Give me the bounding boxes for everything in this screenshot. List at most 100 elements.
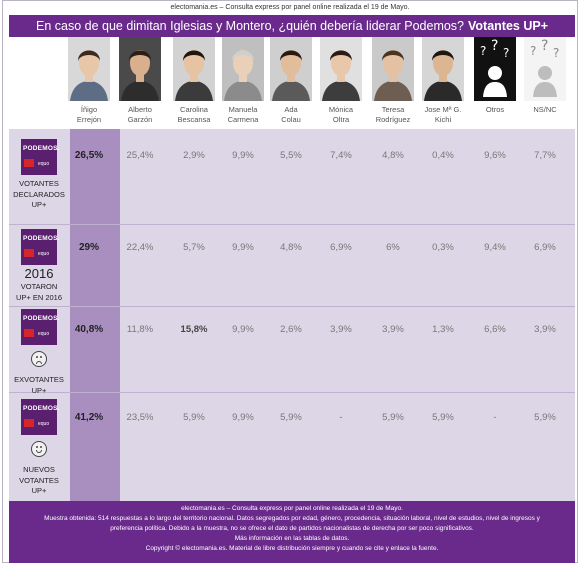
row-label: VOTANTES DECLARADOS UP+: [9, 179, 69, 211]
value-cell: 6,9%: [534, 242, 556, 253]
value-cell: 1,3%: [432, 324, 454, 335]
face-mouth: [36, 450, 42, 453]
row-label: VOTARON UP+ EN 2016: [9, 282, 69, 303]
candidate-name: Alberto Garzón: [105, 105, 175, 125]
value-cell: 4,8%: [280, 242, 302, 253]
podemos-iu-logo: PODEMOS. equo: [21, 229, 59, 265]
candidate-name-line: Mónica: [328, 105, 354, 114]
value-cell: 9,9%: [232, 324, 254, 335]
title-bar: En caso de que dimitan Iglesias y Monter…: [9, 15, 575, 37]
value-cell: 5,7%: [183, 242, 205, 253]
svg-text:?: ?: [553, 46, 559, 60]
row-separator: [9, 224, 575, 225]
candidate-header: Íñigo Errejón Alberto Garzón Carolina Bescans…: [3, 37, 577, 129]
footer-line: Copyright © electomania.es. Material de …: [145, 545, 439, 552]
candidate-name: Teresa Rodríguez: [358, 105, 428, 125]
row-label-line: UP+: [31, 486, 47, 495]
logo-text: PODEMOS.: [23, 405, 60, 412]
value-cell: 2,9%: [183, 150, 205, 161]
candidate-2: Alberto Garzón: [115, 37, 165, 129]
candidate-photo: [320, 37, 362, 101]
candidate-name: Jose Mª G. Kichi: [408, 105, 478, 125]
value-cell: 5,9%: [183, 412, 205, 423]
candidate-8: Jose Mª G. Kichi: [418, 37, 468, 129]
nsnc-mystery-image: ???: [524, 37, 566, 101]
value-cell: 9,9%: [232, 150, 254, 161]
candidate-name-line: Carmena: [227, 115, 259, 124]
value-cell: 11,8%: [126, 324, 154, 335]
table-row: PODEMOS. equo 2016 VOTARON UP+ EN 2016 29% 22,…: [9, 227, 575, 309]
podemos-iu-logo: PODEMOS. equo: [21, 139, 59, 175]
candidate-9: ??? Otros: [470, 37, 520, 129]
svg-text:?: ?: [480, 44, 486, 58]
footer-line: Muestra obtenida: 514 respuestas a lo la…: [44, 515, 540, 522]
row-label-line: UP+: [31, 200, 47, 209]
value-cell: 0,3%: [432, 242, 454, 253]
value-cell: 4,8%: [382, 150, 404, 161]
row-label: NUEVOS VOTANTES UP+: [9, 465, 69, 497]
candidate-name: Manuela Carmena: [208, 105, 278, 125]
value-cell: 7,4%: [330, 150, 352, 161]
candidate-name-line: Ada: [284, 105, 298, 114]
value-cell: 9,6%: [484, 150, 506, 161]
row-separator: [9, 392, 575, 393]
value-cell: 3,9%: [534, 324, 556, 335]
iu-mark-icon: [24, 419, 34, 427]
candidate-name-line: Jose Mª G.: [424, 105, 462, 114]
candidate-name-line: Kichi: [434, 115, 452, 124]
candidate-3: Carolina Bescansa: [169, 37, 219, 129]
candidate-name: Carolina Bescansa: [159, 105, 229, 125]
iu-mark-icon: [24, 159, 34, 167]
row-label-line: VOTANTES: [19, 475, 59, 485]
title-highlight: Votantes UP+: [468, 19, 549, 33]
candidate-name-line: Rodríguez: [375, 115, 411, 124]
candidate-photo: [222, 37, 264, 101]
value-cell: 2,6%: [280, 324, 302, 335]
svg-text:?: ?: [491, 38, 498, 54]
candidate-name: Íñigo Errejón: [54, 105, 124, 125]
value-cell: 41,2%: [74, 412, 104, 423]
candidate-name-line: Oltra: [332, 115, 350, 124]
value-cell: 25,4%: [126, 150, 154, 161]
value-cell: 5,9%: [432, 412, 454, 423]
value-cell: 26,5%: [74, 150, 104, 161]
value-cell: 3,9%: [382, 324, 404, 335]
podemos-iu-logo: PODEMOS. equo: [21, 309, 60, 345]
logo-subtext: equo: [38, 421, 50, 427]
value-cell: 6,9%: [330, 242, 352, 253]
value-cell: 9,9%: [232, 412, 254, 423]
candidate-photo: [119, 37, 161, 101]
value-cell: 9,4%: [484, 242, 506, 253]
candidate-name-line: Manuela: [228, 105, 258, 114]
candidate-name-line: Colau: [281, 115, 301, 124]
value-cell: 3,9%: [330, 324, 352, 335]
value-cell: 22,4%: [126, 242, 154, 253]
happy-face-icon: [31, 441, 47, 457]
value-cell: 0,4%: [432, 150, 454, 161]
row-label-line: DECLARADOS: [13, 189, 65, 199]
results-table: PODEMOS. equo VOTANTES DECLARADOS UP+ 26,5% 25…: [9, 129, 575, 501]
row-label-line: UP+ EN 2016: [15, 292, 63, 302]
footer-line: electomania.es – Consulta express por pa…: [181, 505, 403, 512]
row-label-line: NUEVOS: [23, 465, 55, 474]
footer-line: Más información en las tablas de datos.: [234, 535, 350, 542]
candidate-7: Teresa Rodríguez: [368, 37, 418, 129]
row-year: 2016: [24, 266, 54, 281]
value-cell: 9,9%: [232, 242, 254, 253]
candidate-name: Ada Colau: [256, 105, 326, 125]
value-cell: 5,9%: [280, 412, 302, 423]
value-cell: -: [339, 412, 343, 423]
logo-subtext: equo: [38, 161, 50, 167]
logo-subtext: equo: [38, 251, 50, 257]
candidate-name-line: Íñigo: [80, 105, 98, 114]
candidate-name: NS/NC: [510, 105, 580, 115]
row-label-line: VOTANTES: [19, 179, 59, 188]
candidate-name-line: Errejón: [76, 115, 102, 124]
value-cell: 29%: [78, 242, 99, 253]
candidate-name: Otros: [460, 105, 530, 115]
table-row: PODEMOS. equo NUEVOS VOTANTES UP+ 41,2% 23,5% 5…: [9, 395, 575, 501]
candidate-photo: [422, 37, 464, 101]
logo-text: PODEMOS.: [23, 315, 60, 322]
sad-face-icon: [31, 351, 47, 367]
row-label-line: VOTARON: [20, 282, 58, 291]
